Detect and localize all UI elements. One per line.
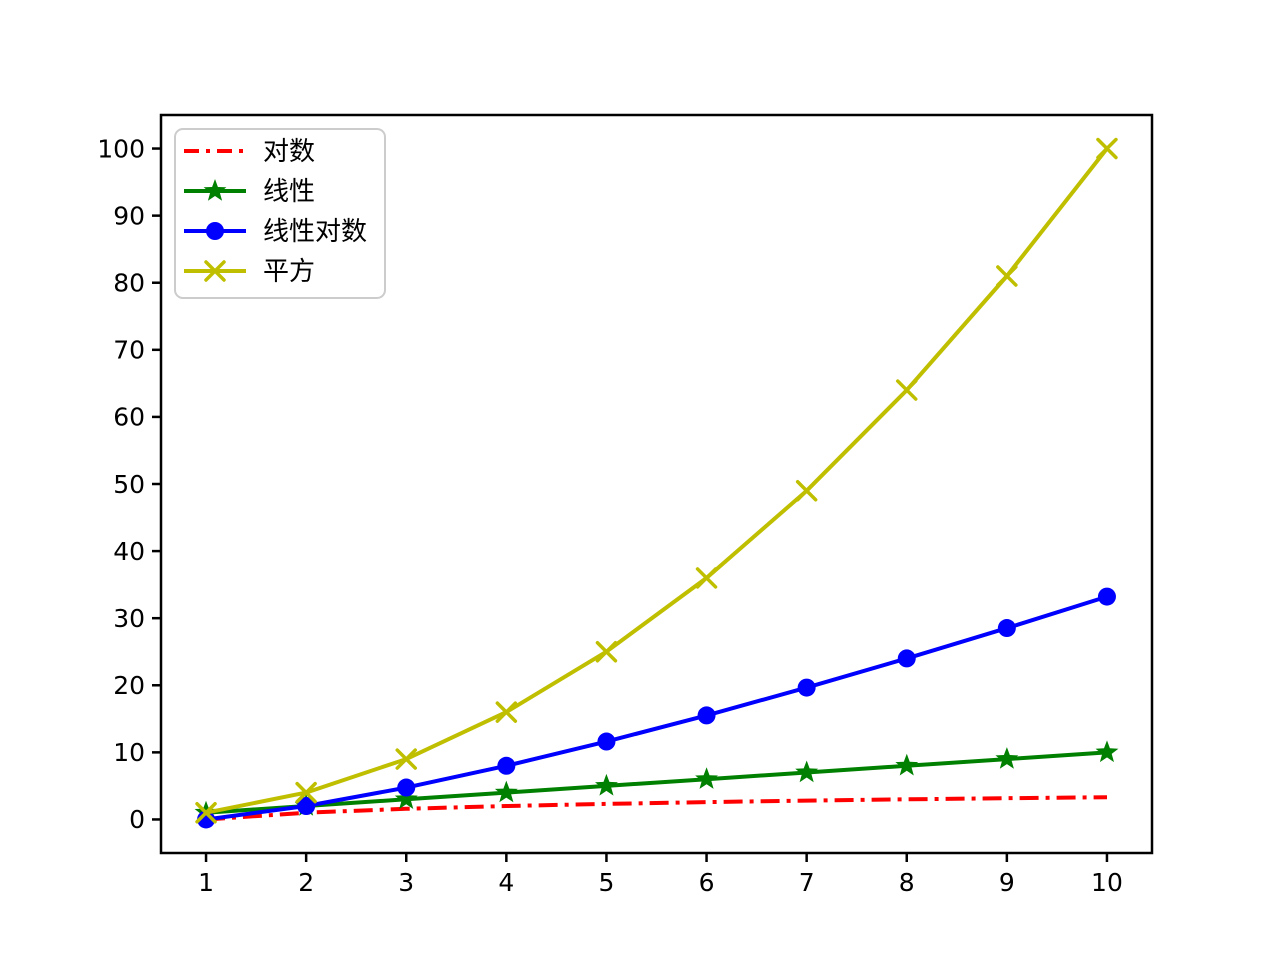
series-square-marker [795, 479, 818, 502]
series-linearlog-marker [597, 732, 616, 751]
legend-label-linearlog: 线性对数 [263, 217, 367, 247]
series-linearlog-marker [997, 619, 1016, 638]
x-axis-tick-label: 8 [899, 868, 915, 897]
series-square-line [205, 147, 1109, 815]
series-linearlog-marker [397, 778, 416, 797]
series-linearlog-line [205, 594, 1108, 822]
series-square-marker [896, 379, 918, 401]
x-axis-tick-label: 1 [198, 868, 214, 897]
series-linear-marker [1095, 740, 1119, 763]
y-axis-tick-label: 50 [113, 470, 145, 499]
series-square-marker [695, 567, 718, 589]
x-axis-tick-label: 7 [799, 868, 815, 897]
x-axis-tick-label: 4 [498, 868, 514, 897]
series-linear-marker [394, 787, 418, 809]
y-axis-tick-label: 20 [113, 671, 145, 700]
legend-marker-square [204, 260, 226, 282]
series-square-marker [195, 801, 217, 824]
x-axis-tick-label: 10 [1091, 868, 1123, 897]
legend-marker-linearlog [206, 222, 224, 240]
y-axis-tick-label: 80 [113, 268, 145, 297]
series-square-marker [395, 748, 417, 770]
legend-box [174, 128, 386, 299]
series-linearlog-marker [297, 797, 316, 816]
y-axis-tick-label: 90 [113, 201, 145, 230]
series-linearlog-marker [797, 678, 816, 697]
y-axis-tick-label: 40 [113, 537, 145, 566]
y-axis-tick-label: 0 [129, 805, 145, 834]
x-axis-tick-label: 9 [999, 868, 1015, 897]
y-axis-tick-label: 70 [113, 336, 145, 365]
series-linear-marker [895, 753, 919, 776]
x-axis-tick-label: 6 [699, 868, 715, 897]
series-square-marker [595, 640, 618, 663]
y-axis-tick-label: 60 [113, 403, 145, 432]
legend-label-linear: 线性 [263, 177, 315, 207]
series-square-marker [1096, 137, 1118, 160]
series-linear-marker [695, 767, 718, 789]
plot-border [159, 113, 1154, 855]
series-square-marker [295, 781, 317, 804]
series-linear-marker [494, 780, 518, 803]
y-axis-tick-label: 100 [97, 134, 145, 163]
series-square-marker [996, 265, 1018, 287]
series-linearlog-marker [897, 649, 916, 668]
y-axis-tick-label: 30 [113, 604, 145, 633]
y-axis-tick-label: 10 [113, 738, 145, 767]
x-axis-tick-label: 3 [398, 868, 414, 897]
legend-marker-linear [203, 179, 227, 201]
series-linear-marker [795, 760, 819, 783]
series-square-marker [495, 701, 518, 723]
series-linearlog-marker [697, 706, 716, 725]
series-linearlog-marker [497, 756, 516, 775]
series-linearlog-marker [1097, 587, 1116, 606]
series-linear-line [205, 750, 1108, 815]
series-log-line [205, 795, 1108, 822]
legend-label-log: 对数 [263, 137, 315, 167]
series-linear-marker [995, 747, 1019, 769]
x-axis-tick-label: 5 [598, 868, 614, 897]
series-linear-marker [595, 773, 618, 796]
legend-label-square: 平方 [263, 257, 315, 287]
x-axis-tick-label: 2 [298, 868, 314, 897]
